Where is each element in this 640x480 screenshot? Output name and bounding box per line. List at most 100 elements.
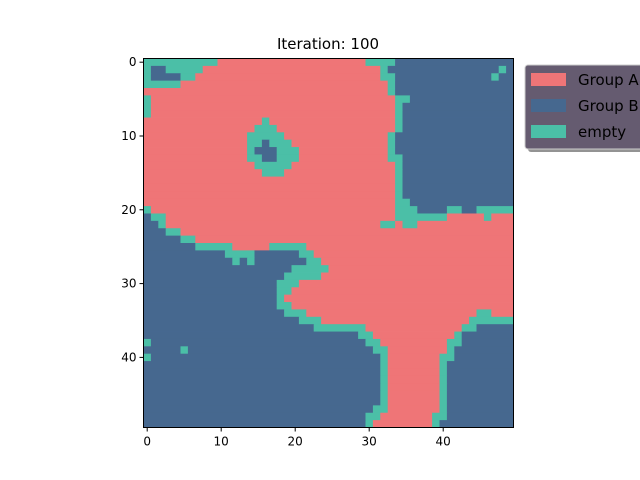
cell-group-b <box>143 324 315 332</box>
y-tick-label: 30 <box>121 277 136 291</box>
cell-empty <box>476 206 514 214</box>
cell-empty <box>461 324 477 332</box>
cell-empty <box>247 147 255 155</box>
cell-empty <box>380 65 389 74</box>
cell-group-b <box>143 294 278 303</box>
cell-empty <box>387 80 396 89</box>
cell-empty <box>498 65 507 74</box>
cell-group-a <box>387 390 440 399</box>
cell-group-b <box>143 250 226 259</box>
cell-group-b <box>254 147 278 155</box>
cell-group-a <box>380 338 448 347</box>
cell-empty <box>454 331 463 340</box>
axis-ticks: 0 10 20 30 40 0 10 20 30 40 <box>121 55 451 448</box>
cell-group-a <box>321 272 514 281</box>
cell-group-b <box>143 228 167 237</box>
cell-group-a <box>291 139 389 148</box>
cell-empty <box>395 191 403 200</box>
y-tick-label: 40 <box>121 350 136 364</box>
cell-group-a <box>143 88 389 96</box>
cell-group-b <box>387 65 500 74</box>
cell-empty <box>143 80 181 89</box>
cell-group-b <box>402 102 514 111</box>
cell-group-b <box>143 243 196 251</box>
cell-empty <box>224 250 255 259</box>
cell-empty <box>446 346 455 355</box>
cell-empty <box>298 250 315 259</box>
x-tick-label: 20 <box>288 435 303 449</box>
heatmap-cells <box>143 58 514 428</box>
cell-empty <box>143 353 152 362</box>
cell-empty <box>358 331 374 340</box>
cell-empty <box>439 368 448 377</box>
cell-group-b <box>143 368 381 377</box>
cell-group-b <box>143 331 359 340</box>
cell-group-b <box>254 257 307 266</box>
legend-swatch-group-b <box>531 99 566 112</box>
cell-empty <box>395 124 403 133</box>
legend-label: Group B <box>578 97 639 115</box>
cell-empty <box>298 316 322 325</box>
cell-empty <box>150 213 167 222</box>
cell-empty <box>195 243 233 251</box>
cell-group-b <box>143 279 278 288</box>
cell-empty <box>276 147 300 155</box>
cell-empty <box>143 73 152 82</box>
cell-group-a <box>150 95 396 104</box>
cell-group-a <box>150 206 396 214</box>
cell-group-b <box>461 331 514 340</box>
cell-group-a <box>143 117 263 126</box>
cell-group-a <box>232 243 270 251</box>
cell-empty <box>165 65 204 74</box>
cell-group-a <box>291 287 514 296</box>
cell-empty <box>395 198 411 207</box>
cell-group-b <box>454 346 514 355</box>
cell-group-b <box>461 206 477 214</box>
cell-empty <box>232 257 241 266</box>
cell-empty <box>180 73 196 82</box>
cell-group-b <box>446 375 514 384</box>
cell-empty <box>143 58 218 67</box>
cell-group-b <box>395 132 514 141</box>
cell-empty <box>491 73 500 82</box>
cell-group-a <box>143 132 248 141</box>
cell-empty <box>291 265 329 273</box>
cell-group-a <box>217 58 366 67</box>
cell-empty <box>247 257 255 266</box>
cell-group-b <box>261 154 278 163</box>
y-tick-label: 10 <box>121 129 136 143</box>
cell-group-a <box>380 412 433 421</box>
cell-group-a <box>143 198 396 207</box>
cell-group-b <box>402 183 514 192</box>
cell-group-b <box>143 287 278 296</box>
cell-empty <box>387 154 403 163</box>
cell-group-b <box>254 250 300 259</box>
cell-empty <box>483 213 492 222</box>
cell-group-b <box>498 73 514 82</box>
cell-empty <box>395 117 403 126</box>
cell-empty <box>439 383 448 391</box>
cell-group-a <box>165 220 381 229</box>
cell-group-a <box>291 161 396 170</box>
cell-group-a <box>143 147 248 155</box>
cell-group-a <box>180 80 389 89</box>
cell-empty <box>387 139 396 148</box>
cell-group-b <box>506 65 514 74</box>
cell-group-b <box>395 139 514 148</box>
cell-empty <box>284 272 322 281</box>
cell-group-b <box>143 302 278 310</box>
cell-empty <box>269 139 292 148</box>
cell-empty <box>387 147 396 155</box>
cell-empty <box>387 88 396 96</box>
cell-group-a <box>284 294 514 303</box>
cell-group-b <box>446 390 514 399</box>
cell-empty <box>395 169 403 177</box>
cell-group-b <box>150 353 381 362</box>
cell-empty <box>380 390 389 399</box>
cell-group-a <box>306 243 514 251</box>
cell-empty <box>276 279 300 288</box>
cell-group-a <box>143 124 255 133</box>
cell-group-a <box>491 309 514 318</box>
cell-empty <box>247 132 285 141</box>
cell-empty <box>254 124 278 133</box>
